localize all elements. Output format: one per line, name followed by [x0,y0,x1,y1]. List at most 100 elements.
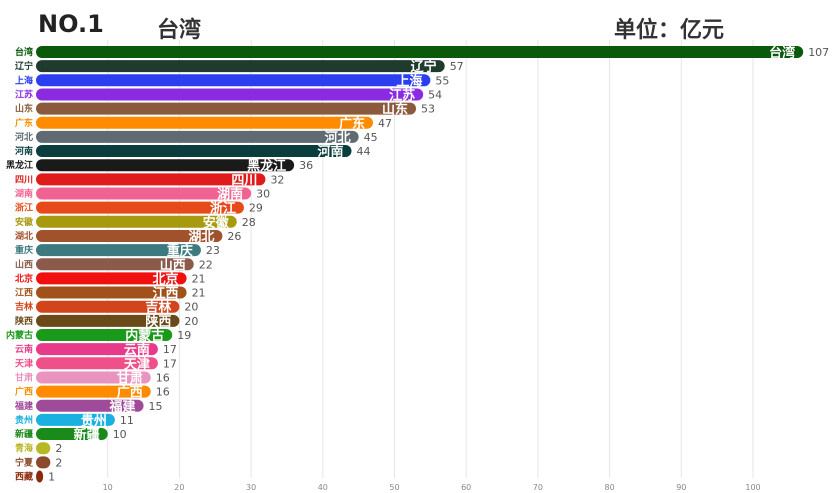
bar-inner-label: 辽宁 [411,59,437,75]
value-label: 2 [55,456,62,469]
bar [36,116,373,129]
category-label: 江苏 [15,88,33,100]
bar [36,215,237,228]
x-tick-label: 90 [676,483,686,492]
category-label: 辽宁 [15,60,33,72]
x-tick-label: 60 [461,483,471,492]
bar [36,329,173,341]
value-label: 23 [206,244,220,257]
category-label: 福建 [14,400,34,412]
value-label: 20 [184,315,198,328]
bar [36,314,180,327]
category-label: 上海 [15,74,33,86]
bar-inner-label: 湖南 [217,187,243,203]
value-label: 16 [156,371,170,384]
bar-inner-label: 吉林 [145,300,171,316]
bar [36,399,144,412]
category-label: 广西 [15,386,33,398]
bar-inner-label: 安徽 [203,215,230,231]
category-label: 贵州 [15,414,33,426]
bar [36,413,115,426]
value-label: 30 [256,188,270,201]
x-tick-label: 10 [103,483,113,492]
bar-inner-label: 湖北 [188,230,214,245]
bar-inner-label: 云南 [124,342,150,358]
value-label: 47 [378,117,392,130]
value-label: 22 [199,258,213,271]
bar-inner-label: 江苏 [389,87,415,103]
bar [36,60,445,73]
bar [36,74,431,87]
bar [36,244,201,257]
category-label: 宁夏 [15,456,34,468]
category-label: 台湾 [15,46,33,58]
bar [36,371,151,384]
value-label: 17 [163,357,177,370]
bar-inner-label: 重庆 [167,243,193,259]
category-label: 陕西 [15,315,33,327]
bar [36,145,352,158]
bar-inner-label: 山西 [160,257,186,273]
bar [36,173,266,186]
category-label: 四川 [15,174,33,185]
x-tick-label: 30 [246,483,256,492]
bar [36,300,180,313]
value-label: 11 [120,414,134,427]
bar-inner-label: 福建 [109,399,136,415]
category-label: 广东 [15,117,33,129]
bar [36,46,804,58]
bar [36,456,51,469]
category-label: 江西 [15,287,33,299]
bar-inner-label: 新疆 [74,427,100,443]
leader-name: 台湾 [157,18,202,43]
value-label: 19 [177,329,191,342]
category-label: 重庆 [15,244,33,256]
category-label: 湖南 [15,188,33,200]
bar-inner-label: 江西 [153,286,179,302]
bar [36,385,151,398]
bar-inner-label: 四川 [231,173,257,188]
bar [36,343,158,356]
category-label: 内蒙古 [6,329,33,341]
value-label: 32 [270,173,284,186]
value-label: 20 [184,301,198,314]
value-label: 36 [299,159,313,172]
category-label: 甘肃 [15,371,33,383]
value-label: 54 [428,88,442,101]
bar [36,442,51,455]
x-tick-label: 20 [174,483,184,492]
rank-title: NO.1 [38,10,104,38]
value-label: 17 [163,343,177,356]
category-label: 黑龙江 [6,159,33,171]
category-label: 青海 [15,442,33,454]
category-label: 天津 [15,357,33,369]
category-label: 河北 [15,131,33,143]
value-label: 16 [156,386,170,399]
value-label: 55 [435,74,449,87]
bar [36,428,108,441]
bar [36,201,244,214]
bar-inner-label: 广西 [117,385,143,401]
value-label: 1 [48,471,55,484]
bar-inner-label: 台湾 [769,45,795,61]
category-label: 山东 [15,103,33,115]
bar-inner-label: 北京 [153,271,179,287]
category-label: 新疆 [15,428,33,440]
value-label: 10 [113,428,127,441]
bar-inner-label: 贵州 [81,413,107,429]
x-tick-label: 80 [605,483,615,492]
x-tick-label: 40 [318,483,328,492]
x-tick-label: 100 [745,483,760,492]
value-label: 53 [421,103,435,116]
category-label: 北京 [15,272,33,284]
bar [36,130,359,143]
bar-inner-label: 天津 [124,356,150,372]
value-label: 26 [227,230,241,243]
bar-inner-label: 浙江 [210,201,236,217]
value-label: 21 [192,287,206,300]
bar [36,258,194,271]
x-tick-label: 70 [533,483,543,492]
bar [36,88,424,101]
value-label: 2 [55,442,62,455]
